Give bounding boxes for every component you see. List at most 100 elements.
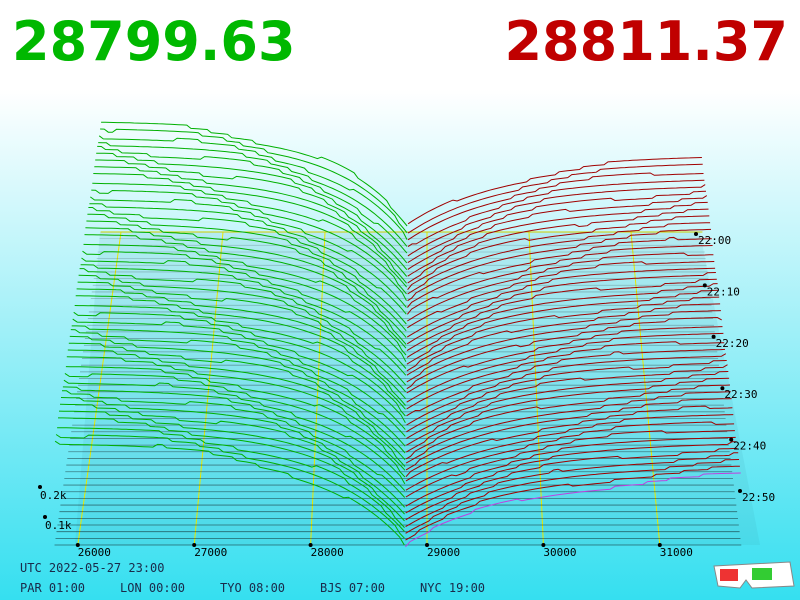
ask-depth-line [405, 436, 736, 507]
bid-depth-line [85, 227, 407, 338]
bid-depth-line [84, 234, 407, 345]
bid-depth-line [68, 342, 406, 454]
ask-depth-line [407, 245, 713, 315]
ask-depth-line [407, 236, 712, 308]
price-tick-label: 31000 [660, 546, 693, 559]
bid-depth-line [96, 152, 408, 264]
ask-depth-line [407, 184, 706, 257]
time-zone: LON 00:00 [120, 581, 185, 595]
bid-depth-line [73, 311, 406, 417]
glasses-icon [713, 561, 795, 589]
floor [75, 232, 760, 545]
ask-depth-line [405, 459, 740, 534]
ask-price: 28811.37 [504, 10, 788, 73]
bid-depth-line [54, 440, 405, 546]
bid-depth-line [81, 257, 407, 362]
time-tick-label: 22:50 [742, 491, 775, 504]
depth-tick [38, 485, 42, 489]
bid-depth-line [76, 288, 406, 400]
bid-depth-line [79, 268, 407, 376]
bid-depth-line [58, 417, 405, 528]
ask-depth-line [406, 341, 725, 410]
bid-depth-line [82, 250, 407, 356]
bid-depth-line [101, 121, 408, 227]
bid-depth-line [78, 274, 407, 386]
time-tick [711, 334, 716, 339]
ask-depth-line [406, 283, 718, 358]
time-tick-label: 22:40 [733, 440, 766, 453]
ask-depth-line [407, 163, 703, 234]
ask-depth-line [406, 278, 717, 352]
bid-depth-line [58, 410, 405, 522]
bid-depth-line [75, 295, 406, 406]
ask-depth-line [406, 348, 726, 417]
bid-depth-line [64, 372, 406, 478]
bid-depth-line [86, 220, 407, 332]
bid-depth-line [83, 243, 407, 349]
ask-depth-line [405, 452, 739, 527]
bid-depth-line [66, 356, 406, 467]
ask-depth-line [406, 267, 716, 338]
ask-depth-line [406, 332, 724, 403]
ask-depth-line [406, 272, 716, 345]
bid-depth-line [61, 390, 406, 498]
ask-depth-line [406, 360, 727, 433]
bid-depth-line [59, 403, 405, 515]
ask-depth-line [405, 447, 738, 521]
ask-depth-line [405, 405, 733, 478]
time-zone: BJS 07:00 [320, 581, 385, 595]
bid-depth-line [98, 135, 408, 240]
bid-depth-line [69, 335, 406, 447]
time-tick [729, 437, 734, 442]
ask-depth-line [407, 172, 704, 241]
ask-depth-line [407, 190, 707, 264]
bid-depth-line [70, 329, 406, 437]
bid-depth-line [94, 166, 408, 277]
ask-depth-line [407, 252, 714, 322]
bid-depth-line [87, 213, 407, 325]
bid-depth-line [55, 434, 405, 539]
bid-depth-line [60, 397, 406, 508]
time-tick [694, 232, 698, 236]
ask-depth-line [407, 222, 711, 295]
ask-depth-line [405, 391, 731, 464]
bid-depth-line [97, 145, 408, 254]
ask-depth-line [406, 353, 727, 426]
depth-tick-label: 0.1k [45, 519, 72, 532]
depth-tick [43, 515, 47, 519]
price-grid-line [310, 231, 326, 546]
bid-depth-line [91, 189, 407, 295]
ask-depth-line [405, 421, 735, 491]
ask-depth-line [405, 430, 735, 498]
ask-depth-line [405, 398, 732, 471]
ask-depth-line [405, 414, 734, 482]
bid-depth-line [63, 379, 406, 485]
price-grid-line [193, 231, 224, 546]
bid-depth-line [88, 207, 407, 315]
utc-time: UTC 2022-05-27 23:00 [20, 561, 165, 575]
bid-depth-line [77, 281, 407, 393]
bid-depth-line [74, 305, 406, 410]
price-tick-label: 29000 [427, 546, 460, 559]
ask-depth-line [406, 364, 728, 440]
time-tick [702, 283, 707, 288]
bid-price: 28799.63 [12, 10, 296, 73]
ask-depth-line [405, 384, 731, 460]
time-tick-label: 22:10 [707, 285, 740, 298]
price-tick-label: 27000 [194, 546, 227, 559]
ask-depth-line [407, 215, 710, 291]
ask-depth-line [407, 261, 715, 329]
bid-depth-line [65, 366, 406, 471]
ask-depth-line [407, 228, 712, 302]
ask-depth-line [407, 208, 709, 284]
ask-depth-line [406, 316, 722, 390]
price-grid-line [528, 231, 544, 546]
ask-depth-line [405, 465, 740, 541]
time-tick-label: 22:30 [724, 388, 757, 401]
ask-depth-line [407, 157, 702, 225]
bid-depth-line [100, 128, 408, 234]
price-tick-label: 26000 [78, 546, 111, 559]
ask-depth-line [406, 326, 723, 394]
bid-depth-line [95, 159, 408, 271]
